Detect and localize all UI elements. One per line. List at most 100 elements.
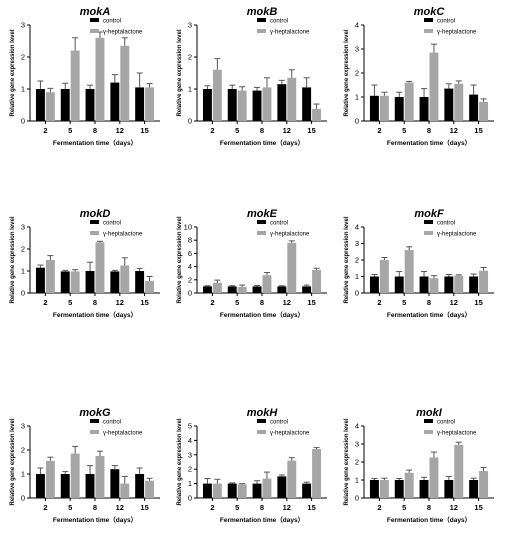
x-tick-label: 5 <box>68 298 72 307</box>
x-tick-label: 15 <box>140 298 148 307</box>
bar-treatment <box>45 92 55 121</box>
bar-control <box>202 286 212 293</box>
bar-treatment <box>212 282 222 293</box>
bar-treatment <box>404 472 414 498</box>
bar-treatment <box>287 242 297 293</box>
legend-label: control <box>270 221 288 227</box>
bar-control <box>60 89 70 121</box>
y-tick-label: 0 <box>21 494 25 503</box>
x-tick-label: 15 <box>474 298 482 307</box>
bar-control <box>394 480 404 498</box>
bar-treatment <box>70 453 80 498</box>
x-tick-label: 8 <box>427 126 431 135</box>
x-tick-label: 15 <box>474 126 482 135</box>
x-axis-label: Fermentation time（days） <box>53 516 137 524</box>
y-tick-label: 0 <box>188 494 192 503</box>
y-tick-label: 1 <box>188 479 192 488</box>
x-tick-label: 12 <box>116 503 124 512</box>
y-tick-label: 3 <box>21 223 25 232</box>
x-tick-label: 5 <box>235 503 239 512</box>
bar-treatment <box>312 108 322 121</box>
bar-control <box>277 286 287 293</box>
bar-control <box>444 480 454 498</box>
bar-treatment <box>429 457 439 498</box>
legend-swatch <box>257 220 266 224</box>
panel-title: mokA <box>80 6 111 18</box>
bar-control <box>35 89 45 121</box>
legend-swatch <box>90 430 99 434</box>
x-tick-label: 2 <box>210 126 214 135</box>
bar-control <box>135 271 145 293</box>
bar-treatment <box>45 260 55 293</box>
legend-swatch <box>424 419 433 423</box>
bar-treatment <box>145 480 155 498</box>
bar-control <box>202 483 212 498</box>
x-axis-label: Fermentation time（days） <box>387 139 471 147</box>
x-tick-label: 12 <box>283 503 291 512</box>
x-tick-label: 2 <box>43 503 47 512</box>
bar-treatment <box>237 287 247 293</box>
legend-label: control <box>103 221 121 227</box>
bar-treatment <box>262 275 272 293</box>
y-tick-label: 1 <box>355 272 359 281</box>
bar-control <box>302 286 312 293</box>
x-axis-label: Fermentation time（days） <box>387 311 471 319</box>
bar-treatment <box>287 460 297 498</box>
bar-treatment <box>312 269 322 293</box>
x-tick-label: 15 <box>140 126 148 135</box>
y-axis-label: Relative gene expression level <box>344 418 350 505</box>
y-tick-label: 5 <box>188 422 192 431</box>
bar-treatment <box>145 280 155 293</box>
x-tick-label: 2 <box>210 503 214 512</box>
bar-treatment <box>379 95 389 121</box>
x-tick-label: 8 <box>260 503 264 512</box>
bar-treatment <box>454 275 464 293</box>
y-tick-label: 2 <box>21 53 25 62</box>
bar-control <box>277 84 287 121</box>
bar-control <box>227 286 237 293</box>
bar-control <box>85 271 95 293</box>
bar-treatment <box>120 265 130 293</box>
bar-treatment <box>404 82 414 121</box>
bar-treatment <box>95 242 105 293</box>
panel-title: mokI <box>416 407 443 419</box>
y-tick-label: 3 <box>188 450 192 459</box>
y-axis-label: Relative gene expression level <box>344 216 350 303</box>
x-tick-label: 5 <box>235 298 239 307</box>
legend-label: control <box>437 420 455 426</box>
bar-treatment <box>212 483 222 498</box>
y-tick-label: 0 <box>355 117 359 126</box>
y-tick-label: 1 <box>21 470 25 479</box>
bar-control <box>60 271 70 293</box>
y-tick-label: 2 <box>188 275 192 284</box>
bar-treatment <box>479 101 489 121</box>
y-tick-label: 2 <box>188 465 192 474</box>
legend-label: control <box>270 420 288 426</box>
bar-control <box>419 97 429 121</box>
legend-label: control <box>437 19 455 25</box>
legend-label: γ-heptalactone <box>270 30 310 36</box>
legend-label: γ-heptalactone <box>437 232 477 238</box>
bar-control <box>227 483 237 498</box>
bar-treatment <box>237 484 247 498</box>
y-tick-label: 3 <box>21 422 25 431</box>
bar-treatment <box>95 37 105 121</box>
y-axis-label: Relative gene expression level <box>344 29 350 116</box>
y-tick-label: 0 <box>21 289 25 298</box>
y-tick-label: 3 <box>355 440 359 449</box>
bar-control <box>369 480 379 498</box>
legend-swatch <box>424 231 433 235</box>
y-axis-label: Relative gene expression level <box>10 216 16 303</box>
y-tick-label: 1 <box>21 85 25 94</box>
y-tick-label: 1 <box>188 85 192 94</box>
x-tick-label: 2 <box>210 298 214 307</box>
x-tick-label: 8 <box>427 503 431 512</box>
panel-title: mokF <box>414 208 444 220</box>
legend-label: γ-heptalactone <box>270 232 310 238</box>
